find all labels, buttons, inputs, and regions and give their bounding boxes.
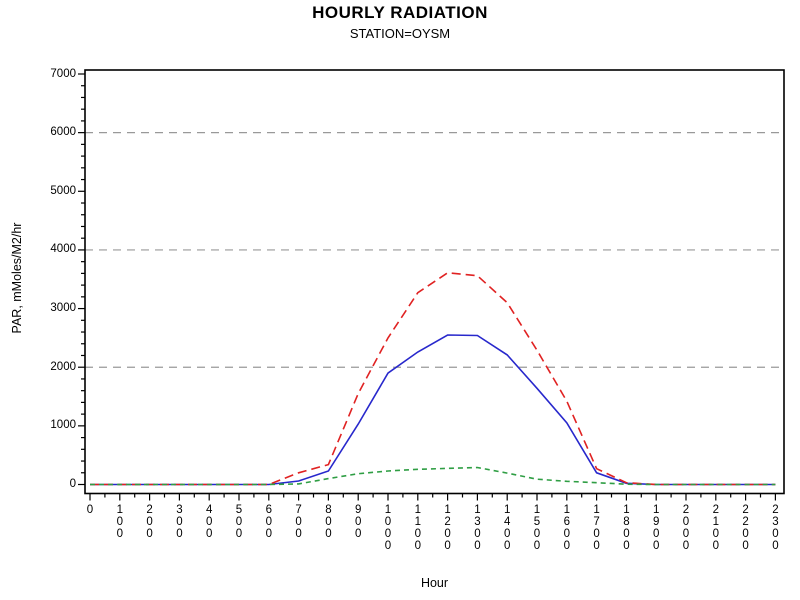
x-tick-label: 0 xyxy=(86,504,94,516)
x-axis-title: Hour xyxy=(420,576,449,590)
plot-frame xyxy=(84,69,785,495)
y-tick-label: 2000 xyxy=(50,360,76,373)
y-tick-label: 7000 xyxy=(50,67,76,80)
y-tick-label: 3000 xyxy=(50,302,76,315)
y-gridlines xyxy=(85,132,784,368)
series-line-blue-solid xyxy=(90,334,776,486)
series-line-green-dashed xyxy=(90,466,776,486)
y-tick-label: 0 xyxy=(69,478,76,490)
y-tick-label: 4000 xyxy=(50,243,76,256)
y-tick-label: 5000 xyxy=(50,184,76,197)
chart-title: HOURLY RADIATION xyxy=(312,3,488,22)
series-line-red-dashed xyxy=(90,271,776,486)
y-tick-label: 1000 xyxy=(50,419,76,432)
chart-subtitle: STATION=OYSM xyxy=(349,26,451,41)
y-axis-ticks xyxy=(78,73,85,486)
x-axis-ticks xyxy=(89,493,777,501)
y-tick-label: 6000 xyxy=(50,126,76,139)
